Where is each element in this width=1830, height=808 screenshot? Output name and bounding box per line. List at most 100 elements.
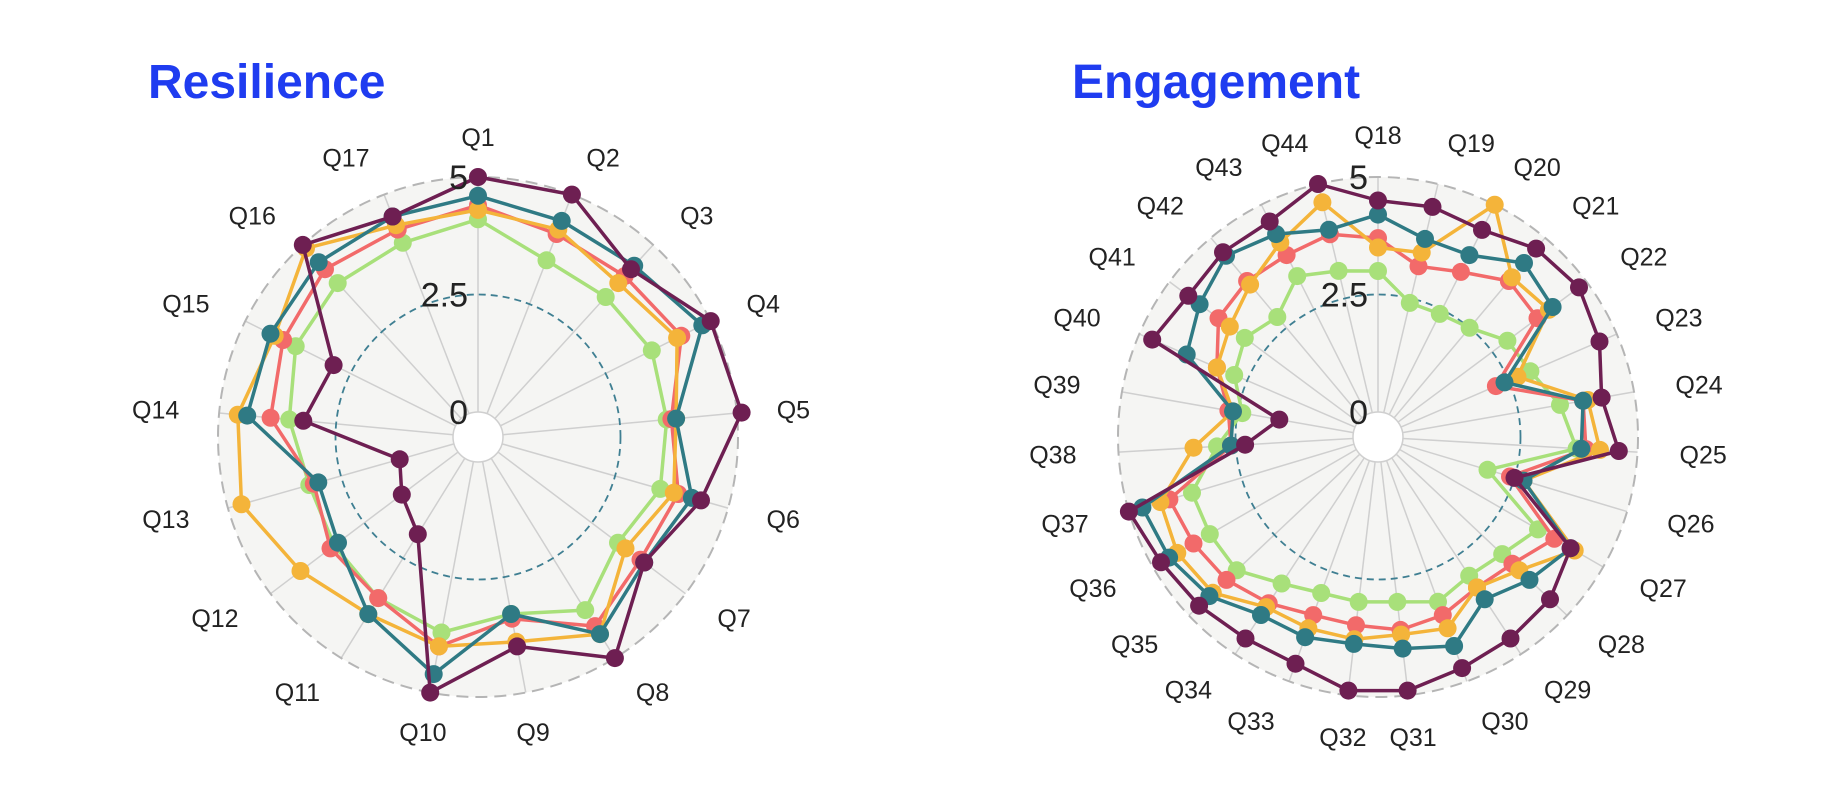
- data-point-q20: [1485, 195, 1504, 214]
- series-line: [268, 203, 684, 649]
- data-point-q5: [732, 403, 751, 422]
- data-point-q31: [1392, 625, 1411, 644]
- data-point-q14: [238, 406, 257, 425]
- category-label-q12: Q12: [191, 605, 238, 633]
- data-point-q21: [1502, 268, 1521, 287]
- inner-ring: [452, 411, 504, 463]
- mid-ring: [1234, 293, 1522, 581]
- category-label-q41: Q41: [1089, 244, 1136, 272]
- category-label-q43: Q43: [1195, 154, 1242, 182]
- data-point-q21: [1515, 254, 1533, 272]
- radial-tick-label: 0: [449, 394, 468, 432]
- data-point-q15: [324, 356, 343, 375]
- data-point-q14: [261, 408, 280, 427]
- spoke-line: [1395, 453, 1568, 616]
- data-point-q36: [1152, 553, 1170, 572]
- category-label-q6: Q6: [767, 506, 800, 534]
- category-label-q24: Q24: [1675, 372, 1722, 400]
- data-point-q28: [1541, 590, 1559, 609]
- data-point-q11: [369, 589, 388, 608]
- data-point-q13: [232, 495, 251, 514]
- data-point-q17: [383, 207, 402, 226]
- spoke-line: [1210, 237, 1363, 419]
- data-point-q4: [642, 341, 661, 360]
- data-point-q19: [1409, 257, 1428, 276]
- data-point-q6: [692, 491, 710, 510]
- series-line: [301, 175, 744, 695]
- category-label-q27: Q27: [1640, 575, 1687, 603]
- data-point-q26: [1478, 460, 1497, 479]
- data-point-q24: [1551, 395, 1569, 414]
- data-point-q4: [668, 328, 687, 347]
- radial-tick-label: 0: [1349, 394, 1368, 432]
- category-label-q2: Q2: [586, 144, 619, 172]
- data-point-q29: [1475, 590, 1494, 609]
- category-label-q14: Q14: [132, 396, 179, 424]
- data-point-q36: [1200, 525, 1219, 544]
- data-point-q37: [1183, 483, 1201, 502]
- series-line: [287, 217, 669, 635]
- data-point-q11: [359, 605, 378, 624]
- data-point-q6: [651, 479, 670, 498]
- data-point-q1: [469, 200, 487, 219]
- category-label-q19: Q19: [1448, 130, 1495, 158]
- data-point-q14: [280, 410, 299, 429]
- data-point-q44: [1313, 193, 1332, 212]
- data-point-q32: [1349, 592, 1368, 611]
- category-label-q28: Q28: [1598, 631, 1645, 659]
- spoke-line: [1391, 457, 1522, 655]
- data-point-q16: [293, 235, 312, 254]
- data-point-q24: [1574, 391, 1593, 410]
- category-label-q15: Q15: [162, 290, 209, 318]
- category-label-q35: Q35: [1111, 631, 1158, 659]
- data-point-q39: [1224, 402, 1242, 421]
- data-point-q21: [1527, 239, 1546, 258]
- resilience-radar-chart: Resilience 0 2.5 5 Q1 Q2 Q3 Q4 Q5 Q6 Q7 Q8 Q9 Q10 Q11 Q…: [132, 56, 810, 747]
- category-label-q30: Q30: [1481, 708, 1528, 736]
- data-point-q31: [1398, 681, 1417, 700]
- category-label-q10: Q10: [399, 719, 446, 747]
- series-5: [293, 168, 751, 702]
- inner-ring: [1352, 411, 1404, 463]
- data-point-q12: [329, 533, 347, 552]
- category-label-q8: Q8: [636, 679, 669, 707]
- data-point-q18: [1369, 238, 1387, 257]
- category-label-q21: Q21: [1572, 193, 1619, 221]
- category-label-q22: Q22: [1620, 244, 1667, 272]
- data-point-q23: [1495, 373, 1514, 392]
- data-point-q21: [1460, 318, 1479, 337]
- data-point-q29: [1501, 629, 1520, 648]
- chart-title: Resilience: [148, 56, 385, 109]
- data-point-q22: [1543, 298, 1562, 316]
- data-point-q15: [261, 324, 280, 343]
- category-label-q32: Q32: [1319, 724, 1366, 752]
- data-point-q7: [635, 553, 654, 572]
- outer-ring: [1117, 176, 1639, 698]
- category-label-q17: Q17: [322, 144, 369, 172]
- data-point-q19: [1416, 229, 1434, 248]
- data-point-q24: [1592, 388, 1611, 407]
- data-point-q20: [1451, 262, 1470, 281]
- data-point-q40: [1143, 330, 1162, 349]
- data-point-q43: [1288, 267, 1307, 286]
- data-point-q8: [605, 649, 624, 668]
- data-point-q26: [1505, 468, 1524, 487]
- data-point-q19: [1400, 293, 1419, 312]
- data-point-q9: [508, 637, 527, 656]
- category-label-q42: Q42: [1137, 193, 1184, 221]
- data-point-q19: [1412, 243, 1431, 262]
- data-point-q33: [1286, 654, 1305, 673]
- data-point-q18: [1369, 262, 1387, 280]
- data-point-q20: [1460, 246, 1479, 265]
- data-point-q33: [1296, 628, 1315, 647]
- data-point-q5: [667, 409, 686, 428]
- category-label-q4: Q4: [747, 290, 780, 318]
- data-point-q2: [552, 211, 571, 230]
- data-point-q18: [1369, 205, 1387, 224]
- mid-ring: [334, 293, 622, 581]
- data-point-q32: [1344, 634, 1363, 653]
- data-point-q43: [1260, 212, 1279, 231]
- category-label-q23: Q23: [1655, 304, 1702, 332]
